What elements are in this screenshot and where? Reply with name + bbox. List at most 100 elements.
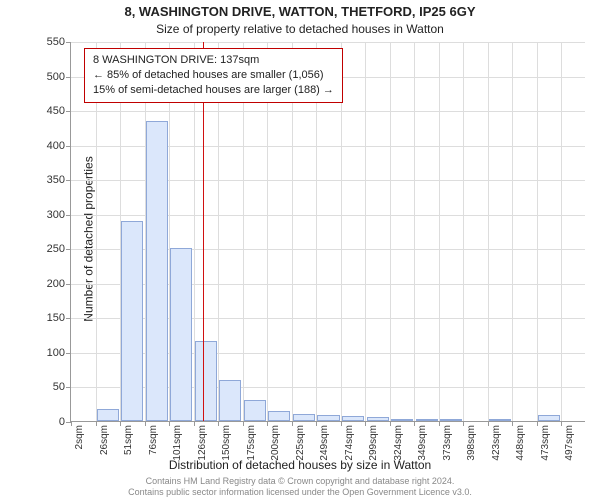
gridline-v <box>463 42 464 421</box>
xtick-label: 497sqm <box>564 425 575 465</box>
xtick-mark <box>218 421 219 426</box>
xtick-mark <box>194 421 195 426</box>
annotation-line3: 15% of semi-detached houses are larger (… <box>93 84 334 96</box>
xtick-label: 26sqm <box>99 425 110 465</box>
xtick-label: 126sqm <box>197 425 208 465</box>
xtick-mark <box>267 421 268 426</box>
histogram-bar <box>391 419 413 421</box>
ytick-label: 550 <box>35 36 65 48</box>
xtick-mark <box>414 421 415 426</box>
xtick-label: 299sqm <box>368 425 379 465</box>
histogram-bar <box>97 409 119 421</box>
gridline-v <box>488 42 489 421</box>
xtick-label: 200sqm <box>270 425 281 465</box>
xtick-mark <box>390 421 391 426</box>
ytick-label: 500 <box>35 71 65 83</box>
histogram-bar <box>170 248 192 421</box>
ytick-label: 0 <box>35 416 65 428</box>
histogram-bar <box>489 419 511 421</box>
xtick-mark <box>561 421 562 426</box>
ytick-label: 400 <box>35 140 65 152</box>
xtick-label: 349sqm <box>417 425 428 465</box>
histogram-plot: 8 WASHINGTON DRIVE: 137sqm ← 85% of detac… <box>70 42 585 422</box>
ytick-mark <box>66 387 71 388</box>
xtick-label: 249sqm <box>319 425 330 465</box>
ytick-mark <box>66 353 71 354</box>
footer-line1: Contains HM Land Registry data © Crown c… <box>146 476 455 486</box>
gridline-v <box>561 42 562 421</box>
ytick-mark <box>66 284 71 285</box>
xtick-mark <box>537 421 538 426</box>
xtick-label: 373sqm <box>442 425 453 465</box>
xtick-mark <box>71 421 72 426</box>
histogram-bar <box>219 380 241 421</box>
ytick-mark <box>66 180 71 181</box>
histogram-bar <box>440 419 462 421</box>
gridline-v <box>439 42 440 421</box>
annotation-line1: 8 WASHINGTON DRIVE: 137sqm <box>93 54 259 66</box>
xtick-label: 175sqm <box>246 425 257 465</box>
gridline-h <box>71 111 585 112</box>
ytick-mark <box>66 318 71 319</box>
ytick-label: 100 <box>35 347 65 359</box>
xtick-label: 51sqm <box>123 425 134 465</box>
annotation-line2: ← 85% of detached houses are smaller (1,… <box>93 69 324 81</box>
xtick-mark <box>488 421 489 426</box>
ytick-mark <box>66 111 71 112</box>
xtick-label: 76sqm <box>148 425 159 465</box>
xtick-mark <box>316 421 317 426</box>
ytick-label: 300 <box>35 209 65 221</box>
histogram-bar <box>538 415 560 421</box>
histogram-bar <box>293 414 315 421</box>
xtick-mark <box>243 421 244 426</box>
histogram-bar <box>244 400 266 421</box>
xtick-label: 398sqm <box>466 425 477 465</box>
xtick-mark <box>120 421 121 426</box>
ytick-mark <box>66 249 71 250</box>
xtick-mark <box>96 421 97 426</box>
xtick-label: 448sqm <box>515 425 526 465</box>
gridline-v <box>414 42 415 421</box>
xtick-label: 274sqm <box>344 425 355 465</box>
ytick-mark <box>66 77 71 78</box>
ytick-mark <box>66 42 71 43</box>
gridline-v <box>512 42 513 421</box>
histogram-bar <box>268 411 290 421</box>
histogram-bar <box>416 419 438 421</box>
xtick-mark <box>292 421 293 426</box>
xtick-label: 225sqm <box>295 425 306 465</box>
ytick-mark <box>66 215 71 216</box>
xtick-mark <box>512 421 513 426</box>
xtick-label: 473sqm <box>540 425 551 465</box>
ytick-label: 250 <box>35 243 65 255</box>
xtick-label: 150sqm <box>221 425 232 465</box>
histogram-bar <box>342 416 364 421</box>
ytick-label: 350 <box>35 174 65 186</box>
xtick-mark <box>365 421 366 426</box>
xtick-label: 2sqm <box>74 425 85 465</box>
histogram-bar <box>121 221 143 421</box>
histogram-bar <box>317 415 339 421</box>
xtick-label: 423sqm <box>491 425 502 465</box>
xtick-mark <box>145 421 146 426</box>
ytick-mark <box>66 146 71 147</box>
ytick-label: 450 <box>35 105 65 117</box>
gridline-h <box>71 42 585 43</box>
ytick-label: 150 <box>35 312 65 324</box>
xtick-label: 101sqm <box>172 425 183 465</box>
xtick-label: 324sqm <box>393 425 404 465</box>
histogram-bar <box>367 417 389 421</box>
page-title: 8, WASHINGTON DRIVE, WATTON, THETFORD, I… <box>0 4 600 19</box>
ytick-label: 200 <box>35 278 65 290</box>
attribution-footer: Contains HM Land Registry data © Crown c… <box>0 476 600 498</box>
histogram-bar <box>195 341 217 421</box>
xtick-mark <box>439 421 440 426</box>
footer-line2: Contains public sector information licen… <box>128 487 472 497</box>
xtick-mark <box>341 421 342 426</box>
xtick-mark <box>463 421 464 426</box>
annotation-box: 8 WASHINGTON DRIVE: 137sqm ← 85% of detac… <box>84 48 343 103</box>
xtick-mark <box>169 421 170 426</box>
ytick-label: 50 <box>35 381 65 393</box>
gridline-v <box>390 42 391 421</box>
gridline-v <box>365 42 366 421</box>
